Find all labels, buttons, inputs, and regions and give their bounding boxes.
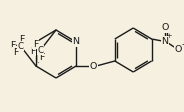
Text: O: O — [90, 61, 97, 70]
Text: O: O — [175, 45, 182, 55]
Text: F: F — [30, 46, 36, 56]
Text: -: - — [182, 41, 184, 50]
Text: F: F — [39, 53, 44, 61]
Text: O: O — [161, 24, 169, 32]
Text: F: F — [13, 47, 18, 56]
Text: N: N — [162, 37, 169, 45]
Text: +: + — [166, 33, 172, 39]
Text: C: C — [38, 45, 44, 55]
Text: N: N — [72, 38, 79, 46]
Text: C: C — [17, 42, 24, 51]
Text: F: F — [10, 41, 15, 50]
Text: F: F — [19, 34, 24, 43]
Text: F: F — [33, 40, 38, 48]
